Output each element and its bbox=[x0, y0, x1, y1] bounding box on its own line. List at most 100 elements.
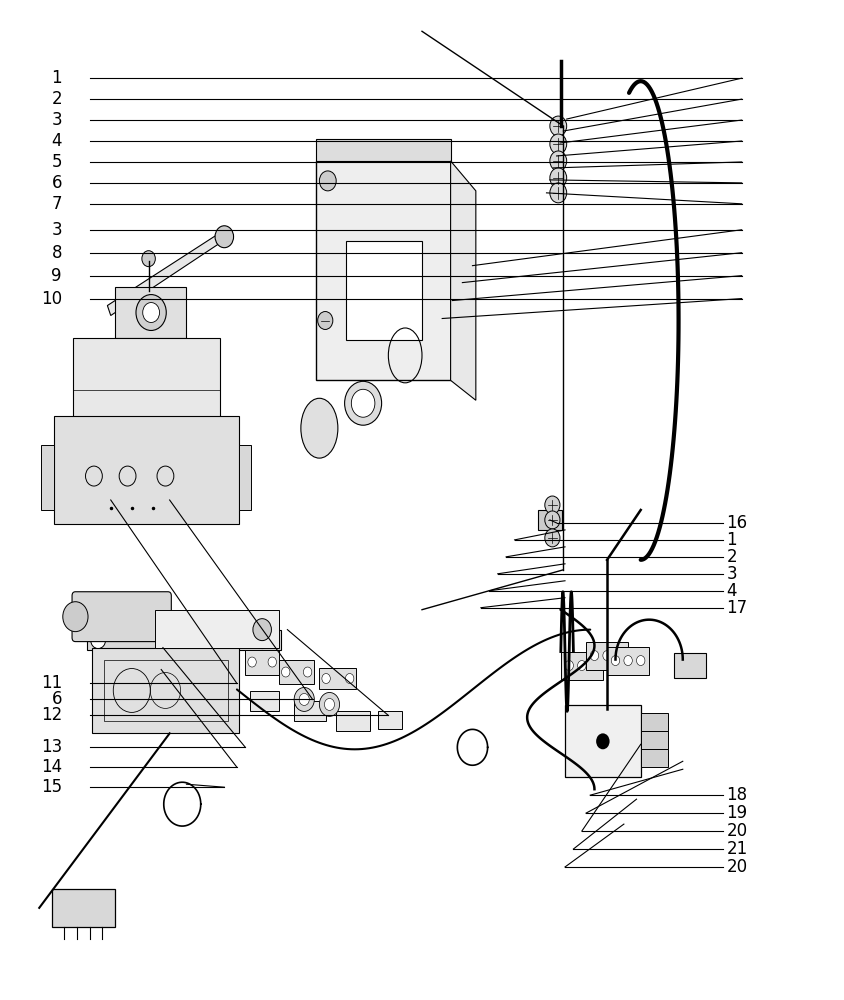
Bar bbox=[641, 731, 668, 749]
Circle shape bbox=[215, 226, 234, 248]
Circle shape bbox=[549, 116, 566, 136]
Bar bbox=[586, 642, 628, 670]
Bar bbox=[641, 713, 668, 731]
Bar bbox=[565, 705, 641, 777]
Text: 12: 12 bbox=[41, 706, 62, 724]
Circle shape bbox=[344, 381, 381, 425]
Text: 20: 20 bbox=[727, 858, 748, 876]
Bar bbox=[378, 711, 402, 729]
Text: 4: 4 bbox=[727, 582, 737, 600]
Text: 6: 6 bbox=[51, 174, 62, 192]
Circle shape bbox=[590, 651, 598, 661]
Text: 3: 3 bbox=[51, 111, 62, 129]
Bar bbox=[560, 652, 603, 680]
Text: 7: 7 bbox=[51, 195, 62, 213]
Text: 3: 3 bbox=[51, 221, 62, 239]
Polygon shape bbox=[41, 445, 53, 510]
Polygon shape bbox=[155, 610, 279, 648]
Bar bbox=[538, 510, 561, 530]
Bar bbox=[346, 241, 422, 340]
Circle shape bbox=[268, 657, 277, 667]
Bar bbox=[336, 711, 370, 731]
Text: 18: 18 bbox=[727, 786, 748, 804]
Text: 11: 11 bbox=[41, 674, 62, 692]
Circle shape bbox=[324, 698, 334, 710]
Circle shape bbox=[611, 656, 619, 666]
Circle shape bbox=[549, 183, 566, 203]
Circle shape bbox=[322, 674, 330, 683]
Circle shape bbox=[62, 602, 88, 632]
Circle shape bbox=[345, 674, 354, 683]
Bar bbox=[295, 701, 326, 721]
Circle shape bbox=[253, 619, 272, 641]
Circle shape bbox=[603, 651, 611, 661]
Text: 1: 1 bbox=[727, 531, 737, 549]
Bar bbox=[319, 668, 356, 689]
Text: 17: 17 bbox=[727, 599, 748, 617]
Text: 19: 19 bbox=[727, 804, 748, 822]
Text: 13: 13 bbox=[41, 738, 62, 756]
Text: 21: 21 bbox=[727, 840, 748, 858]
Circle shape bbox=[162, 631, 177, 649]
Circle shape bbox=[624, 656, 632, 666]
Circle shape bbox=[596, 733, 609, 749]
Bar bbox=[51, 889, 115, 927]
Text: 20: 20 bbox=[727, 822, 748, 840]
Bar bbox=[87, 630, 281, 650]
Text: 5: 5 bbox=[51, 153, 62, 171]
Polygon shape bbox=[107, 233, 224, 316]
Circle shape bbox=[303, 667, 311, 677]
Circle shape bbox=[590, 661, 598, 671]
Circle shape bbox=[143, 303, 160, 322]
Circle shape bbox=[549, 134, 566, 154]
Bar bbox=[115, 287, 187, 338]
Text: 8: 8 bbox=[51, 244, 62, 262]
Circle shape bbox=[636, 656, 645, 666]
Text: 6: 6 bbox=[51, 690, 62, 708]
Text: 14: 14 bbox=[41, 758, 62, 776]
Circle shape bbox=[319, 171, 336, 191]
Bar bbox=[641, 749, 668, 767]
Text: 16: 16 bbox=[727, 514, 748, 532]
Bar bbox=[250, 691, 279, 711]
Circle shape bbox=[282, 667, 290, 677]
Bar bbox=[674, 653, 706, 678]
Text: 9: 9 bbox=[51, 267, 62, 285]
Circle shape bbox=[549, 151, 566, 171]
Polygon shape bbox=[239, 445, 252, 510]
FancyBboxPatch shape bbox=[72, 592, 171, 642]
Text: 15: 15 bbox=[41, 778, 62, 796]
Text: 2: 2 bbox=[727, 548, 737, 566]
Circle shape bbox=[90, 631, 106, 649]
Bar bbox=[607, 647, 649, 675]
Circle shape bbox=[545, 496, 560, 514]
Text: 2: 2 bbox=[51, 90, 62, 108]
Circle shape bbox=[255, 631, 270, 649]
Circle shape bbox=[295, 687, 314, 711]
Text: 10: 10 bbox=[41, 290, 62, 308]
Circle shape bbox=[565, 661, 573, 671]
Bar bbox=[104, 660, 228, 721]
Ellipse shape bbox=[300, 398, 338, 458]
Circle shape bbox=[577, 661, 586, 671]
Bar bbox=[92, 648, 240, 733]
Circle shape bbox=[319, 692, 339, 716]
Circle shape bbox=[142, 251, 155, 267]
Text: 1: 1 bbox=[51, 69, 62, 87]
Circle shape bbox=[136, 295, 166, 330]
Circle shape bbox=[615, 651, 624, 661]
Circle shape bbox=[351, 389, 375, 417]
Circle shape bbox=[549, 168, 566, 188]
Polygon shape bbox=[451, 161, 476, 400]
Bar bbox=[279, 660, 314, 684]
Bar bbox=[246, 650, 279, 675]
Circle shape bbox=[317, 312, 333, 329]
Circle shape bbox=[248, 657, 257, 667]
Circle shape bbox=[545, 511, 560, 529]
Bar bbox=[53, 416, 239, 524]
Circle shape bbox=[545, 529, 560, 547]
Bar bbox=[316, 139, 451, 161]
Text: 4: 4 bbox=[51, 132, 62, 150]
Text: 3: 3 bbox=[727, 565, 737, 583]
Polygon shape bbox=[316, 161, 451, 380]
